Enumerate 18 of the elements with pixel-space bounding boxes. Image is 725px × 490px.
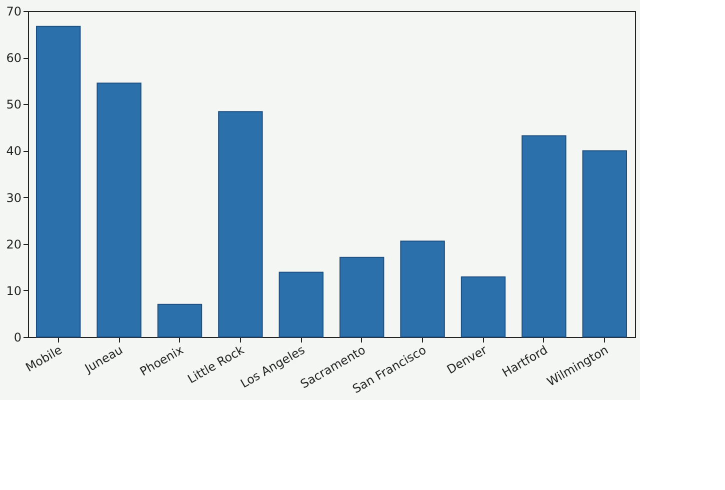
y-tick-label: 60 (6, 51, 22, 66)
bar (218, 111, 263, 338)
y-tick-label: 50 (6, 98, 22, 112)
y-tick-label: 10 (6, 284, 22, 298)
bar (522, 135, 566, 338)
bar (36, 26, 81, 338)
bar (340, 256, 384, 338)
y-tick-label: 40 (6, 144, 22, 158)
bar (278, 272, 324, 338)
y-tick-label: 30 (6, 190, 22, 205)
bar (460, 276, 506, 338)
bar (400, 240, 445, 338)
y-tick-label: 20 (6, 237, 22, 252)
bar (157, 304, 202, 338)
bar (582, 150, 627, 338)
y-tick-label: 70 (6, 4, 22, 18)
bar (96, 82, 142, 338)
y-tick-label: 0 (14, 330, 22, 344)
